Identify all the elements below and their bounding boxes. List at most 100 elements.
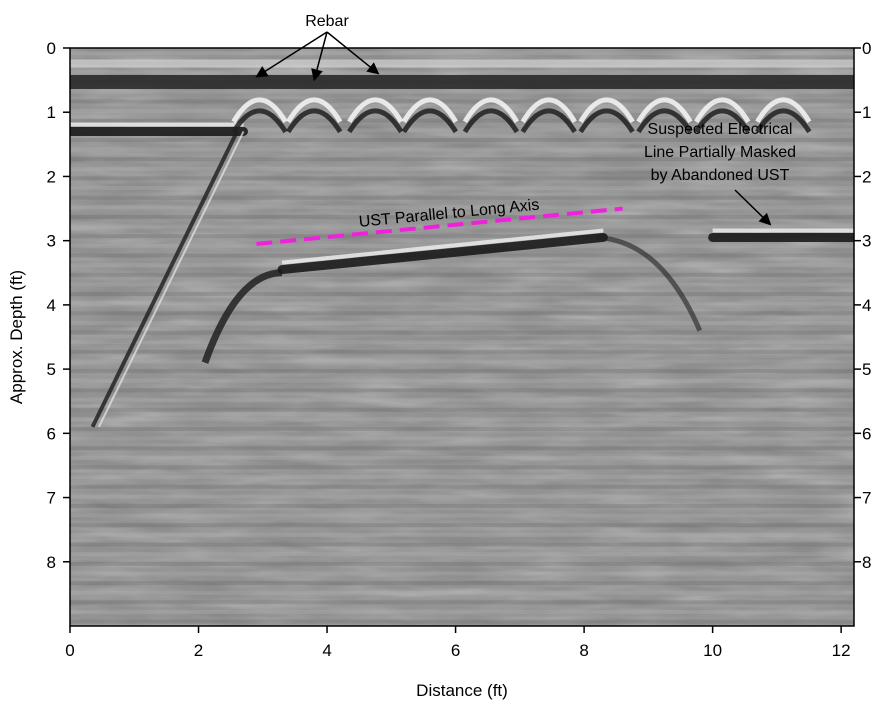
band-19 (70, 234, 854, 239)
x-tick-label-2: 4 (322, 641, 331, 660)
y-tick-label-4: 4 (47, 296, 56, 315)
band-10 (70, 147, 854, 152)
band-5 (70, 99, 854, 104)
right-y-tick-label-3: 3 (862, 232, 871, 251)
rebar-hyperbola-light-7 (636, 97, 693, 124)
band-31 (70, 349, 854, 354)
band-59 (70, 619, 854, 624)
band-27 (70, 311, 854, 316)
right-y-tick-label-8: 8 (862, 553, 871, 572)
ust-left-tail (201, 269, 283, 364)
rebar-hyperbola-light-1 (286, 97, 343, 124)
rebar-hyperbola-dark-2 (347, 108, 404, 134)
reflectors (70, 122, 854, 428)
band-56 (70, 590, 854, 595)
band-43 (70, 465, 854, 470)
rebar-hyperbola-light-2 (347, 97, 404, 124)
diagonal-streak-light (98, 131, 245, 428)
band-8 (70, 128, 854, 133)
band-38 (70, 417, 854, 422)
electrical-label-line-3: by Abandoned UST (651, 167, 790, 184)
band-0 (70, 51, 854, 56)
rebar-arrow-2 (326, 31, 380, 75)
y-tick-label-6: 6 (47, 424, 56, 443)
band-57 (70, 600, 854, 605)
rebar-hyperbola-light-3 (401, 97, 459, 124)
plot-frame (69, 47, 855, 627)
band-51 (70, 542, 854, 547)
surface-dark-band (70, 74, 854, 89)
x-tick-label-5: 10 (703, 641, 722, 660)
rebar-hyperbola-light-6 (578, 97, 635, 124)
band-39 (70, 426, 854, 431)
band-52 (70, 552, 854, 557)
right-y-axis-ticks: 0 1 2 3 4 5 6 7 8 (854, 39, 871, 572)
band-50 (70, 532, 854, 537)
band-16 (70, 205, 854, 210)
y-tick-label-0: 0 (47, 39, 56, 58)
x-tick-label-4: 8 (579, 641, 588, 660)
band-2 (70, 70, 854, 75)
rebar-hyperbola-dark-0 (231, 108, 288, 134)
band-54 (70, 571, 854, 576)
band-49 (70, 523, 854, 528)
x-axis-title: Distance (ft) (416, 681, 508, 700)
band-23 (70, 272, 854, 277)
diagonal-streak (90, 130, 239, 428)
band-44 (70, 475, 854, 480)
band-7 (70, 118, 854, 123)
band-14 (70, 186, 854, 191)
band-58 (70, 609, 854, 614)
band-35 (70, 388, 854, 393)
y-tick-label-1: 1 (47, 103, 56, 122)
band-30 (70, 340, 854, 345)
rebar-hyperbola-dark-8 (694, 108, 751, 134)
band-53 (70, 561, 854, 566)
rebar-hyperbola-light-5 (520, 97, 577, 124)
rebar-hyperbola-dark-7 (636, 108, 693, 134)
rebar-hyperbola-dark-1 (286, 108, 343, 134)
band-26 (70, 301, 854, 306)
band-34 (70, 378, 854, 383)
reflector-highlight-1 (281, 228, 604, 265)
band-48 (70, 513, 854, 518)
electrical-label-line-2: Line Partially Masked (644, 144, 796, 161)
ust-right-tail (596, 234, 703, 332)
band-22 (70, 263, 854, 268)
x-tick-label-3: 6 (451, 641, 460, 660)
band-6 (70, 109, 854, 114)
radargram-noise-texture (70, 48, 854, 626)
band-18 (70, 224, 854, 229)
right-y-tick-label-4: 4 (862, 296, 871, 315)
reflector-1 (277, 232, 608, 275)
band-41 (70, 446, 854, 451)
right-y-tick-label-7: 7 (862, 489, 871, 508)
band-42 (70, 455, 854, 460)
y-axis-title: Approx. Depth (ft) (7, 270, 26, 404)
rebar-hyperbolas (231, 97, 812, 134)
y-tick-label-7: 7 (47, 489, 56, 508)
rebar-hyperbola-dark-3 (401, 108, 458, 134)
y-tick-label-5: 5 (47, 360, 56, 379)
y-axis-ticks: 0 1 2 3 4 5 6 7 8 (47, 39, 70, 572)
band-33 (70, 369, 854, 374)
rebar-arrows (255, 31, 380, 82)
rebar-label: Rebar (305, 13, 349, 30)
band-11 (70, 157, 854, 162)
rebar-arrow-0 (255, 31, 328, 78)
band-47 (70, 503, 854, 508)
rebar-hyperbola-dark-6 (578, 108, 635, 134)
band-9 (70, 137, 854, 142)
right-y-tick-label-5: 5 (862, 360, 871, 379)
x-tick-label-0: 0 (65, 641, 74, 660)
band-45 (70, 484, 854, 489)
rebar-hyperbola-light-9 (755, 97, 812, 124)
band-4 (70, 89, 854, 94)
band-55 (70, 581, 854, 586)
electrical-arrow (734, 189, 772, 226)
band-32 (70, 359, 854, 364)
x-tick-label-6: 12 (832, 641, 851, 660)
x-axis-ticks: 0 2 4 6 8 10 12 (65, 626, 851, 660)
band-37 (70, 407, 854, 412)
